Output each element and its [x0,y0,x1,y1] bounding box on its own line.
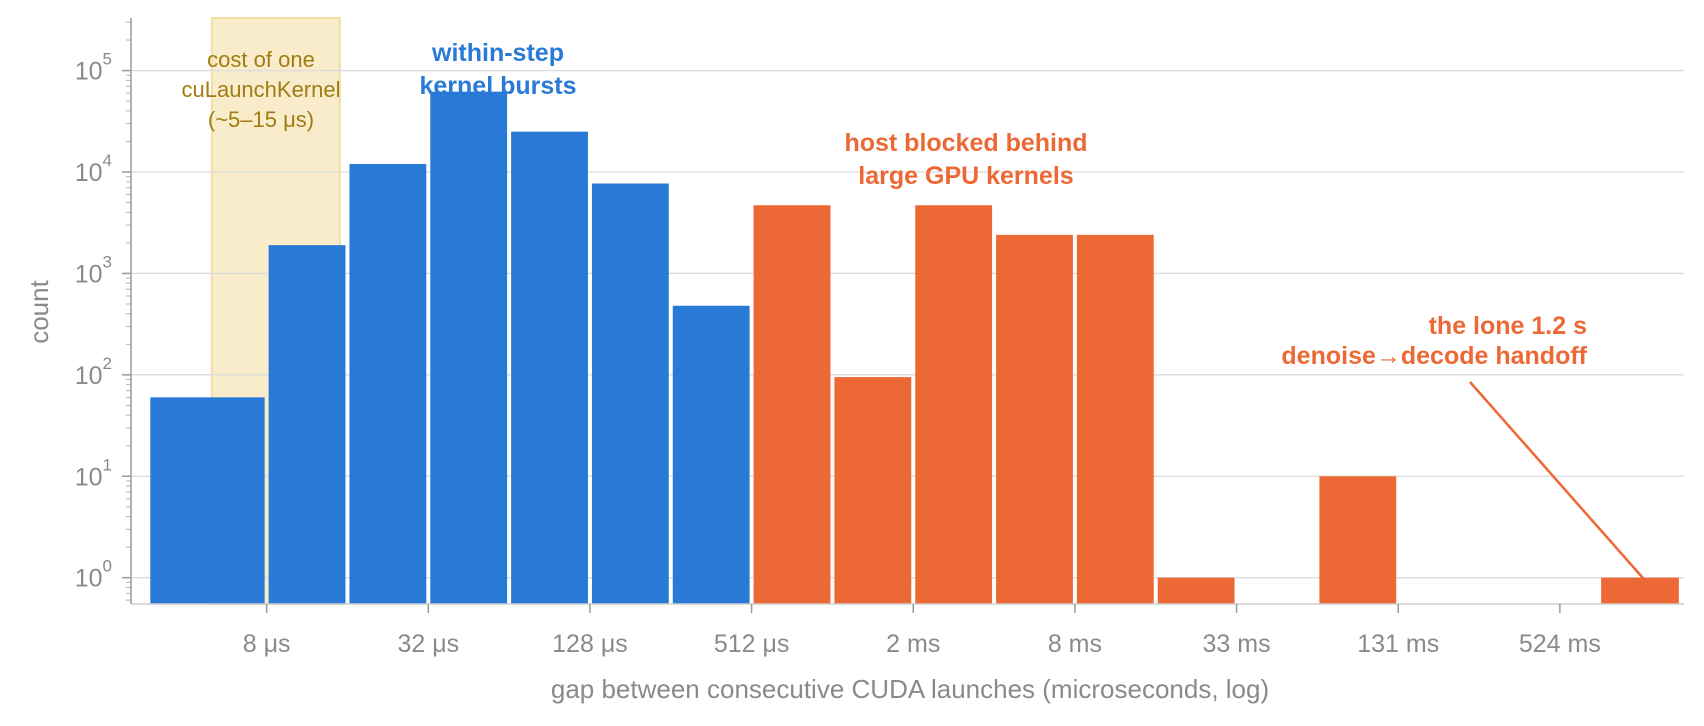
bar-s0-1 [268,245,346,605]
x-tick-label-5: 8 ms [1048,630,1102,658]
axes: 100 101 102 103 104 105 8 μs 32 μs 128 μs 512 μs 2… [75,18,1684,658]
bar-s1-7 [1601,577,1679,604]
bar-s0-6 [672,305,750,604]
y-axis-label: count [24,279,54,343]
annotation-launch-cost-line-0: cost of one [207,47,315,72]
y-tick-label-0: 100 [75,557,112,593]
annotation-launch-cost-line-2: (~5–15 μs) [208,107,314,132]
bar-s1-2 [915,205,993,605]
bar-s0-4 [511,131,588,604]
annotation-handoff-line-0: the lone 1.2 s [1429,312,1587,340]
x-tick-label-4: 2 ms [886,630,940,658]
x-tick-label-0: 8 μs [243,630,291,658]
bar-s0-5 [591,183,669,605]
annotation-within-step-line-0: within-step [431,39,564,67]
bar-s1-1 [834,377,912,604]
bar-s1-0 [753,205,831,605]
bar-s0-0 [150,397,265,604]
annotation-handoff-line-1: denoise→decode handoff [1281,342,1587,370]
bar-s1-4 [1076,234,1154,604]
x-tick-label-1: 32 μs [397,630,459,658]
y-tick-label-3: 103 [75,252,112,288]
annotations: cost of one cuLaunchKernel (~5–15 μs) withi… [181,39,1651,587]
annotation-within-step-line-1: kernel bursts [419,72,576,100]
bar-s1-3 [996,234,1073,604]
annotation-launch-cost-line-1: cuLaunchKernel [181,77,340,102]
y-tick-label-2: 102 [75,354,112,390]
annotation-host-blocked-line-0: host blocked behind [844,129,1087,157]
x-tick-label-2: 128 μs [552,630,628,658]
handoff-annotation-arrow [1469,381,1651,587]
bar-s0-2 [349,163,427,605]
x-axis-label: gap between consecutive CUDA launches (m… [551,674,1269,704]
x-tick-label-8: 524 ms [1519,630,1601,658]
x-tick-label-3: 512 μs [714,630,790,658]
bar-s1-5 [1157,577,1235,604]
x-tick-label-7: 131 ms [1357,630,1439,658]
annotation-host-blocked-line-1: large GPU kernels [858,162,1073,190]
y-tick-label-4: 104 [75,151,112,187]
x-tick-label-6: 33 ms [1203,630,1271,658]
bar-s0-3 [430,91,508,604]
bars [150,91,1679,605]
y-tick-label-1: 101 [75,455,112,491]
bar-s1-6 [1319,476,1397,604]
y-tick-label-5: 105 [75,50,112,86]
